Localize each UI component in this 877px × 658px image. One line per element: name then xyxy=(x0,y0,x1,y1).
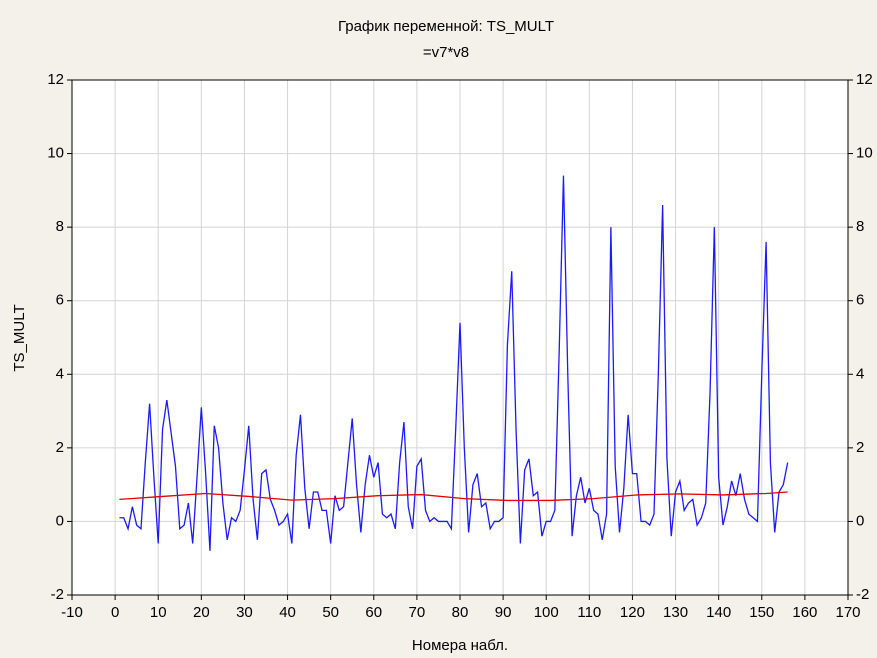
x-tick-label: -10 xyxy=(61,604,83,621)
x-tick-label: 160 xyxy=(792,604,817,621)
chart-subtitle: =v7*v8 xyxy=(423,44,469,61)
x-tick-label: 130 xyxy=(663,604,688,621)
x-tick-label: 170 xyxy=(835,604,860,621)
y2-tick-label: 10 xyxy=(856,145,873,162)
x-tick-label: 100 xyxy=(534,604,559,621)
y-tick-label: 8 xyxy=(56,218,64,235)
y-tick-label: 0 xyxy=(56,512,64,529)
x-tick-label: 110 xyxy=(577,604,601,621)
x-tick-label: 30 xyxy=(236,604,253,621)
series-line xyxy=(119,491,788,502)
x-tick-label: 90 xyxy=(495,604,512,621)
x-tick-label: 140 xyxy=(706,604,731,621)
x-tick-label: 150 xyxy=(749,604,774,621)
x-tick-label: 0 xyxy=(111,604,119,621)
y-axis-label: TS_MULT xyxy=(11,304,28,371)
x-tick-label: 120 xyxy=(620,604,645,621)
y-tick-label: 6 xyxy=(56,292,64,309)
x-tick-label: 10 xyxy=(150,604,167,621)
x-tick-label: 40 xyxy=(279,604,296,621)
chart-title: График переменной: TS_MULT xyxy=(338,18,554,35)
x-axis-label: Номера набл. xyxy=(412,637,508,654)
x-tick-label: 70 xyxy=(409,604,426,621)
y2-tick-label: -2 xyxy=(856,586,869,603)
series-line xyxy=(119,175,789,551)
y-tick-label: 4 xyxy=(56,365,64,382)
plot-frame xyxy=(71,79,849,596)
y-tick-label: 10 xyxy=(47,145,64,162)
y2-tick-label: 12 xyxy=(856,71,873,88)
y-tick-label: 2 xyxy=(56,439,64,456)
x-tick-label: 60 xyxy=(365,604,382,621)
y-tick-label: -2 xyxy=(51,586,64,603)
y2-tick-label: 4 xyxy=(856,365,864,382)
x-tick-label: 20 xyxy=(193,604,210,621)
y-tick-label: 12 xyxy=(47,71,64,88)
y2-tick-label: 8 xyxy=(856,218,864,235)
y2-tick-label: 0 xyxy=(856,512,864,529)
x-tick-label: 80 xyxy=(452,604,469,621)
y2-tick-label: 6 xyxy=(856,292,864,309)
y2-tick-label: 2 xyxy=(856,439,864,456)
x-tick-label: 50 xyxy=(322,604,339,621)
